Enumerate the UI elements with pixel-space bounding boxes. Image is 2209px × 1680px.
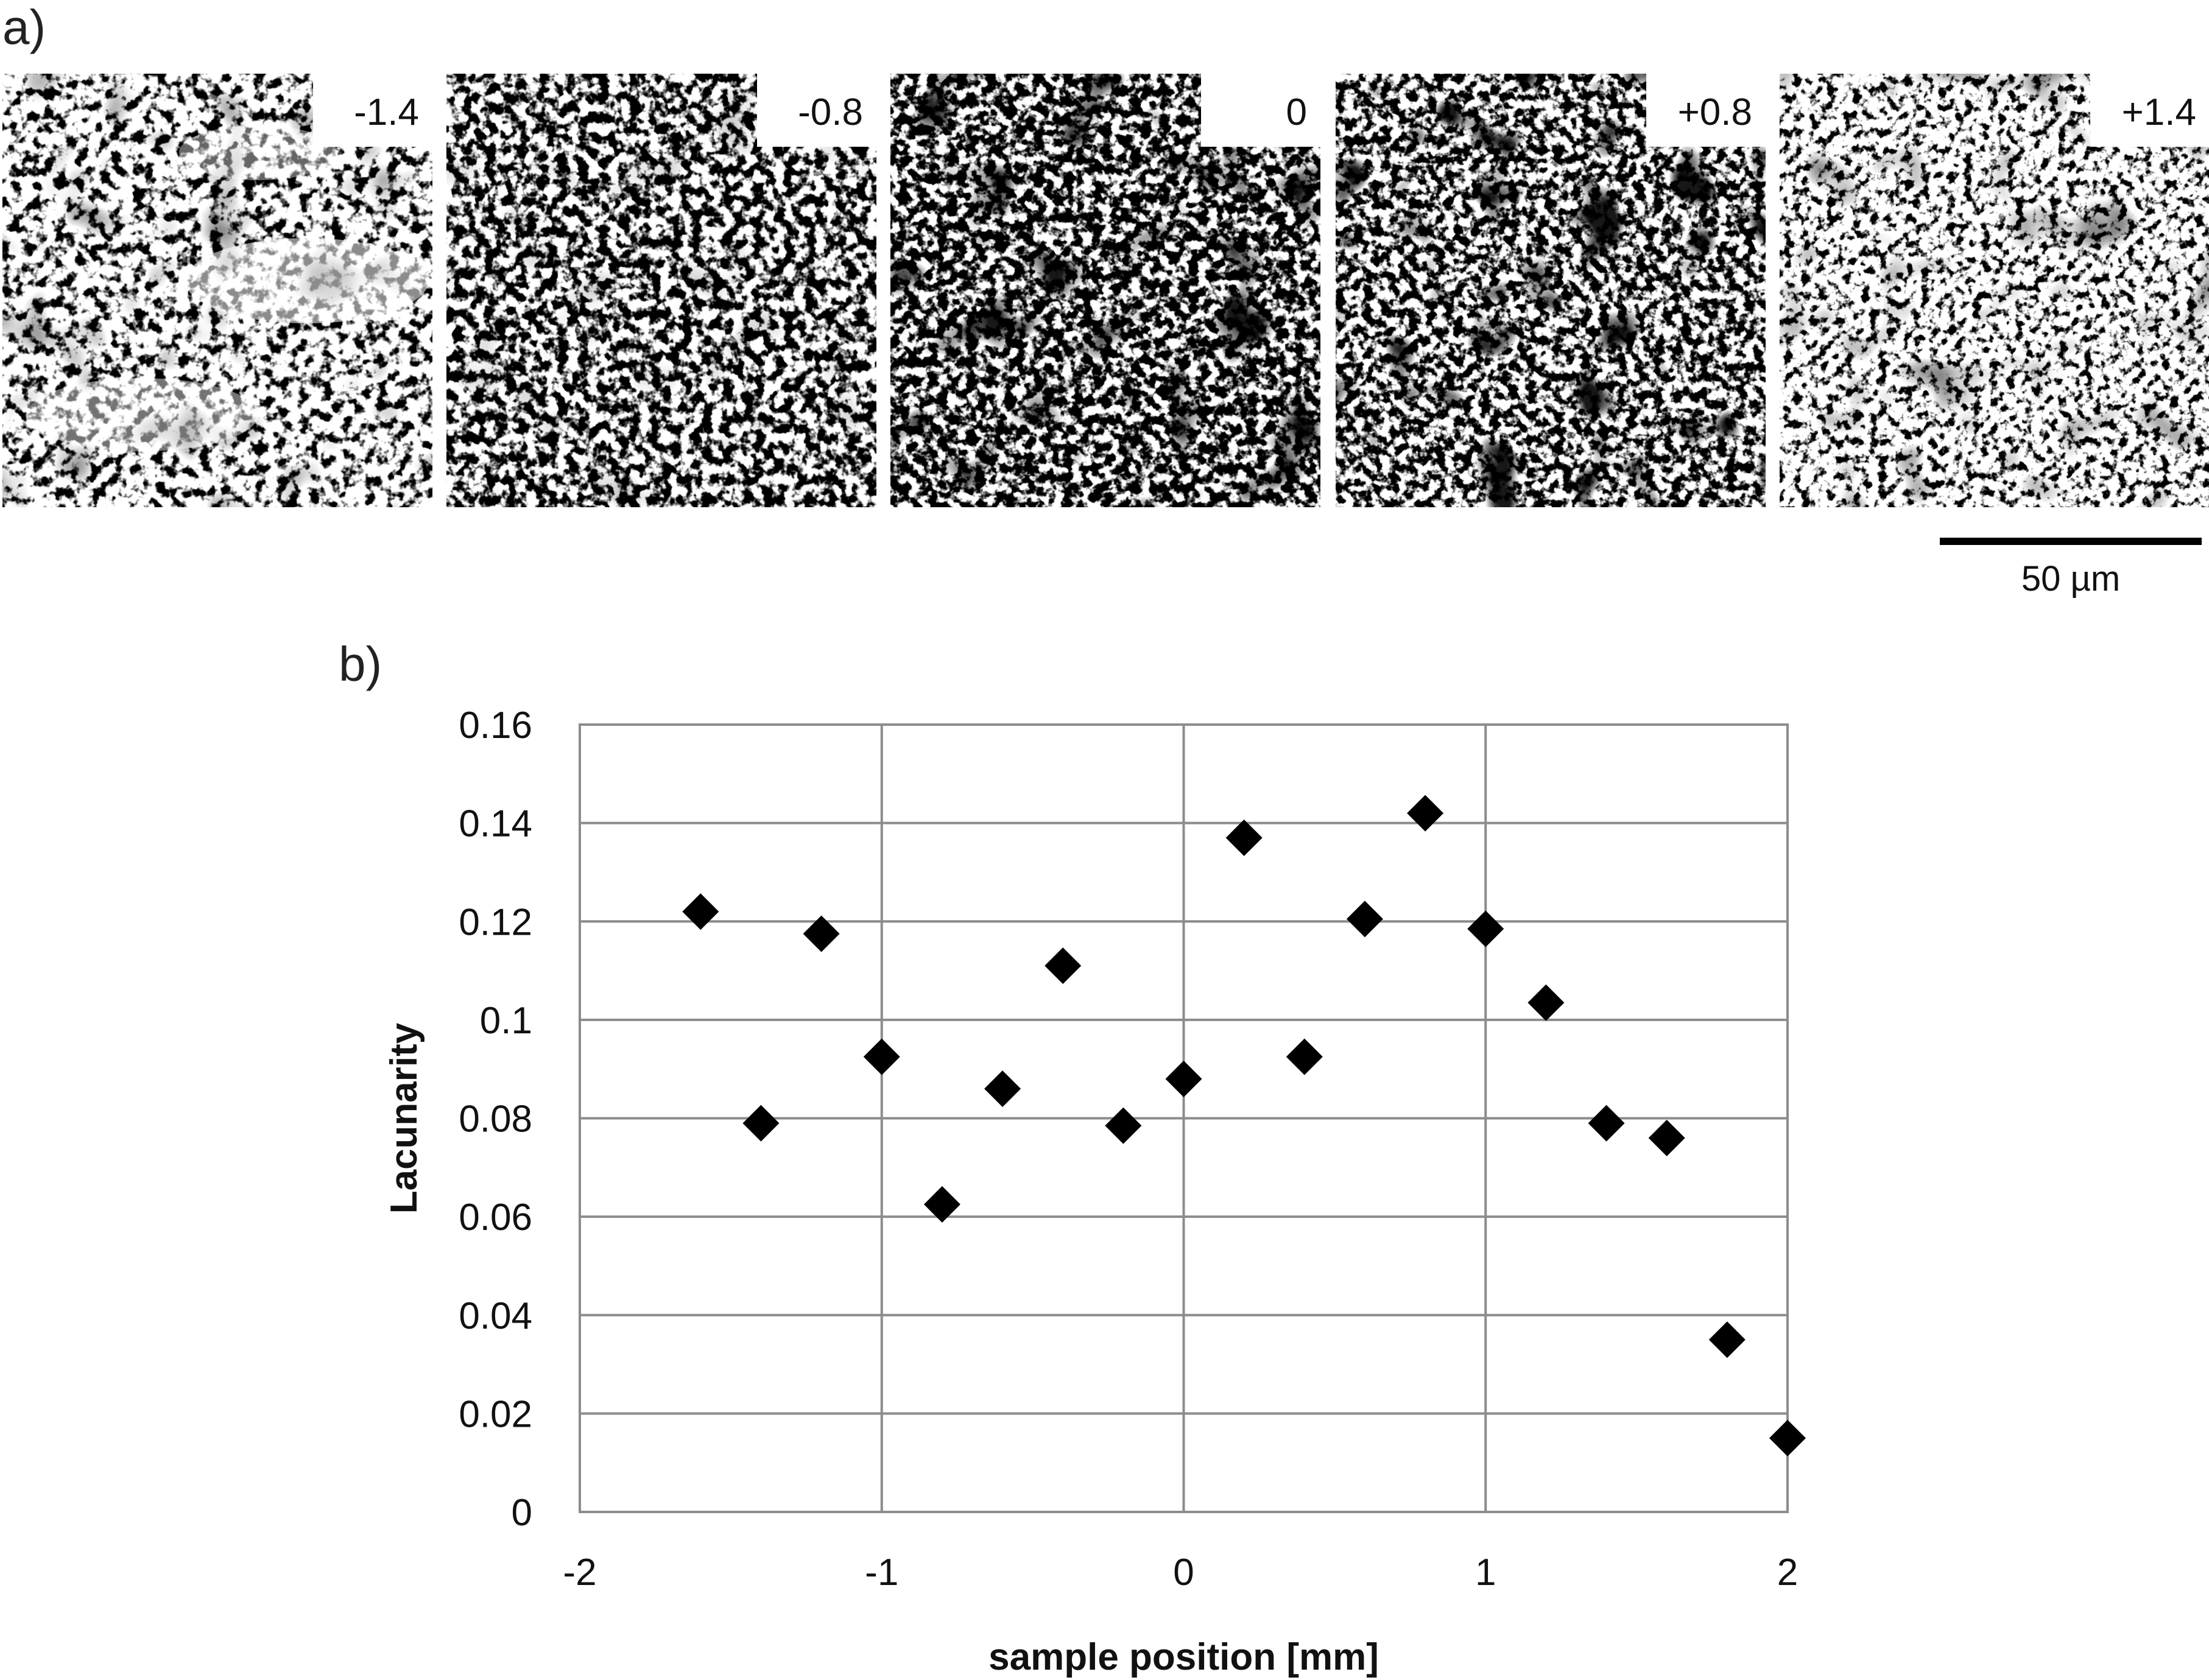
- data-point: [1045, 947, 1082, 984]
- x-axis-title: sample position [mm]: [988, 1636, 1379, 1678]
- x-tick-label: -2: [563, 1552, 596, 1594]
- y-tick-label: 0.08: [459, 1098, 532, 1141]
- micrograph-3: 0: [890, 74, 1320, 507]
- y-tick-label: 0.14: [459, 803, 532, 845]
- data-point: [682, 893, 719, 930]
- x-tick-label: 2: [1777, 1552, 1798, 1594]
- data-point: [984, 1070, 1021, 1108]
- data-point: [803, 915, 840, 952]
- data-point: [1105, 1107, 1142, 1144]
- scale-bar-label: 50 µm: [2021, 559, 2120, 599]
- data-points: [682, 795, 1806, 1457]
- y-tick-labels: 0 0.02 0.04 0.06 0.08 0.1 0.12 0.14 0.16: [459, 705, 532, 1534]
- data-point: [1708, 1321, 1746, 1358]
- data-point: [1225, 819, 1263, 856]
- micrograph-label-box: [1201, 74, 1320, 147]
- data-point: [1769, 1419, 1806, 1457]
- micrograph-2: -0.8: [446, 74, 876, 507]
- micrograph-position-label: +0.8: [1678, 91, 1752, 133]
- lacunarity-chart: 0 0.02 0.04 0.06 0.08 0.1 0.12 0.14 0.16 -2 -1 0 1 2…: [383, 705, 1806, 1678]
- data-point: [1286, 1038, 1323, 1075]
- micrograph-position-label: +1.4: [2122, 91, 2196, 133]
- y-tick-label: 0.16: [459, 705, 532, 747]
- data-point: [1407, 795, 1444, 832]
- data-point: [923, 1186, 960, 1223]
- data-point: [1648, 1119, 1685, 1156]
- micrograph-label-box: [2090, 74, 2209, 147]
- micrograph-row: -1.4 -0.8 0 +0.8 +1.4: [2, 74, 2209, 507]
- micrograph-label-box: [757, 74, 876, 147]
- data-point: [1165, 1060, 1202, 1097]
- panel-a-label: a): [2, 0, 46, 54]
- chart-grid: [579, 723, 1789, 1513]
- y-tick-label: 0.02: [459, 1393, 532, 1435]
- x-tick-label: 0: [1173, 1552, 1194, 1594]
- micrograph-position-label: 0: [1286, 91, 1307, 133]
- x-tick-label: -1: [865, 1552, 898, 1594]
- y-axis-title: Lacunarity: [383, 1022, 425, 1214]
- data-point: [863, 1038, 900, 1075]
- scale-bar: 50 µm: [1940, 538, 2202, 599]
- data-point: [1588, 1105, 1625, 1142]
- data-point: [1527, 984, 1565, 1021]
- micrograph-label-box: [1646, 74, 1766, 147]
- micrograph-label-box: [313, 74, 432, 147]
- micrograph-5: +1.4: [1780, 74, 2209, 507]
- panel-b-label: b): [339, 637, 382, 691]
- x-tick-label: 1: [1475, 1552, 1496, 1594]
- plot-area-border: [579, 723, 1789, 1513]
- data-point: [742, 1105, 780, 1142]
- y-tick-label: 0.1: [480, 1000, 532, 1042]
- micrograph-position-label: -0.8: [798, 91, 863, 133]
- x-tick-labels: -2 -1 0 1 2: [563, 1552, 1798, 1594]
- y-tick-label: 0.12: [459, 901, 532, 943]
- micrograph-position-label: -1.4: [354, 91, 419, 133]
- micrograph-4: +0.8: [1336, 74, 1766, 507]
- micrograph-1: -1.4: [2, 74, 432, 507]
- y-tick-label: 0.04: [459, 1295, 532, 1337]
- data-point: [1346, 901, 1383, 938]
- y-tick-label: 0: [512, 1492, 532, 1534]
- data-point: [1467, 910, 1504, 947]
- y-tick-label: 0.06: [459, 1197, 532, 1239]
